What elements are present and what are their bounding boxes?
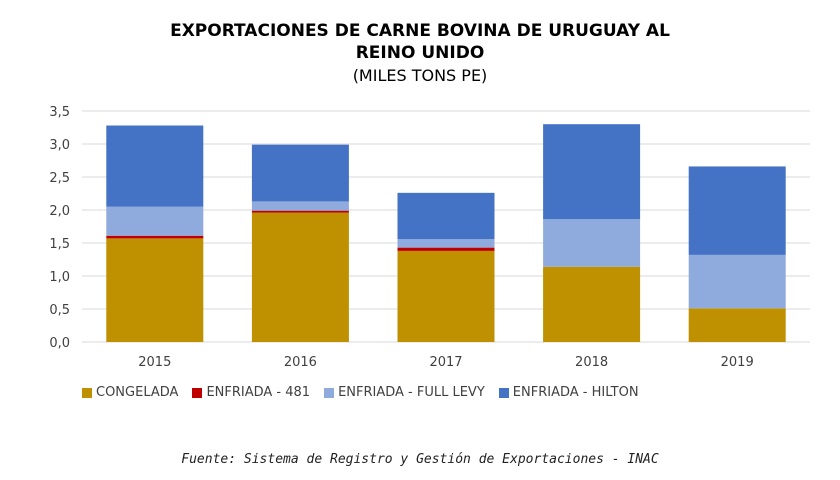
bar-enfriada-481-2017	[397, 247, 495, 251]
bar-congelada-2015	[106, 238, 204, 342]
x-tick-label: 2015	[138, 355, 171, 370]
legend-label: ENFRIADA - HILTON	[512, 385, 639, 400]
bar-enfriada-full-levy-2019	[688, 254, 786, 309]
y-tick-label: 1,5	[49, 237, 70, 252]
bar-enfriada-full-levy-2017	[397, 239, 495, 248]
y-tick-label: 0,0	[49, 336, 70, 351]
bar-enfriada-hilton-2015	[106, 125, 204, 207]
x-tick-label: 2017	[429, 355, 462, 370]
source-note: Fuente: Sistema de Registro y Gestión de…	[181, 452, 659, 467]
x-tick-label: 2019	[721, 355, 754, 370]
bar-congelada-2018	[543, 266, 641, 342]
y-tick-label: 2,0	[49, 204, 70, 219]
bar-enfriada-full-levy-2016	[251, 201, 349, 211]
legend-swatch	[498, 387, 509, 398]
legend-label: ENFRIADA - 481	[206, 385, 311, 400]
bar-enfriada-full-levy-2018	[543, 219, 641, 267]
bar-enfriada-481-2016	[251, 210, 349, 213]
legend-swatch	[82, 387, 92, 398]
legend-label: CONGELADA	[96, 385, 179, 400]
legend-item: ENFRIADA - 481	[192, 385, 310, 400]
x-tick-label: 2018	[575, 355, 608, 370]
legend-item: ENFRIADA - HILTON	[498, 385, 639, 400]
y-tick-label: 3,5	[49, 105, 70, 120]
bar-congelada-2019	[688, 308, 786, 342]
bar-enfriada-hilton-2016	[251, 144, 349, 202]
legend-item: CONGELADA	[82, 385, 178, 400]
bar-congelada-2017	[397, 250, 495, 342]
bar-enfriada-full-levy-2015	[106, 206, 204, 236]
chart-title-line2: REINO UNIDO	[355, 43, 485, 63]
bar-enfriada-hilton-2019	[688, 166, 786, 255]
y-tick-label: 0,5	[49, 303, 70, 318]
bar-enfriada-481-2015	[106, 235, 204, 239]
legend-swatch	[192, 387, 203, 398]
y-tick-label: 1,0	[49, 270, 70, 285]
legend-item: ENFRIADA - FULL LEVY	[324, 385, 485, 400]
y-tick-label: 3,0	[49, 138, 70, 153]
chart-title: EXPORTACIONES DE CARNE BOVINA DE URUGUAY…	[170, 21, 670, 41]
bar-congelada-2016	[251, 212, 349, 342]
chart-subtitle: (MILES TONS PE)	[352, 66, 488, 85]
legend-label: ENFRIADA - FULL LEVY	[338, 385, 485, 400]
x-tick-label: 2016	[284, 355, 317, 370]
y-tick-label: 2,5	[49, 171, 70, 186]
bar-enfriada-hilton-2018	[543, 124, 641, 220]
legend-swatch	[324, 387, 335, 398]
legend: CONGELADA ENFRIADA - 481 ENFRIADA - FULL L…	[82, 385, 653, 400]
bar-enfriada-hilton-2017	[397, 192, 495, 240]
